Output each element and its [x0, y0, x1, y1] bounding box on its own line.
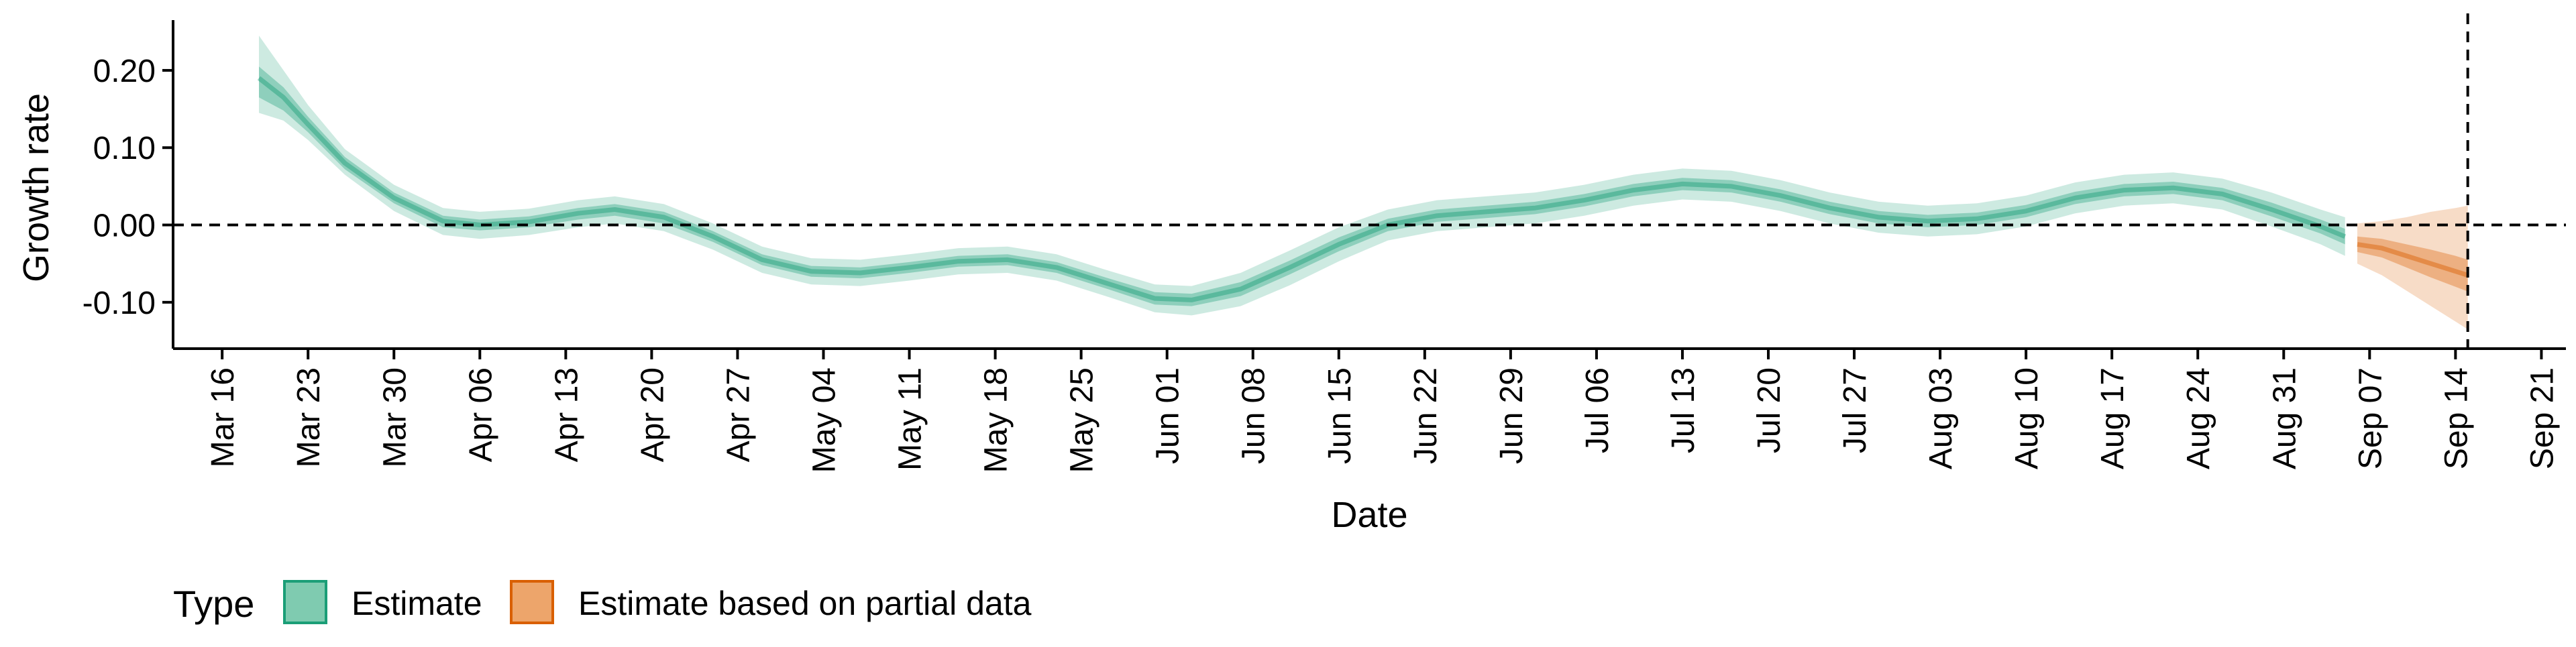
y-tick-label: 0.10 — [93, 131, 156, 166]
x-tick-label: Mar 16 — [205, 367, 241, 467]
x-tick-label: Jun 01 — [1150, 367, 1186, 464]
x-tick-label: Sep 21 — [2524, 367, 2560, 469]
x-tick-label: Mar 23 — [291, 367, 327, 467]
estimate-median-line — [257, 76, 2347, 302]
y-tick-label: 0.00 — [93, 209, 156, 244]
x-tick-label: Jun 08 — [1236, 367, 1272, 464]
reference-lines — [173, 13, 2566, 349]
x-tick-label: Jul 06 — [1580, 367, 1615, 453]
x-tick-label: Jun 29 — [1494, 367, 1529, 464]
x-tick-label: Jul 13 — [1666, 367, 1701, 453]
x-tick-label: Aug 17 — [2095, 367, 2131, 469]
x-tick-label: Sep 14 — [2438, 367, 2474, 469]
partial-band-50 — [2357, 236, 2468, 292]
x-tick-label: Apr 27 — [720, 367, 756, 462]
x-tick-label: Apr 20 — [635, 367, 670, 462]
y-tick-label: 0.20 — [93, 54, 156, 89]
x-tick-label: Apr 13 — [549, 367, 584, 462]
x-tick-label: May 18 — [979, 367, 1014, 473]
x-tick-label: Jun 15 — [1322, 367, 1358, 464]
y-axis-title: Growth rate — [16, 93, 56, 282]
median-lines — [257, 76, 2469, 302]
legend-key-1 — [283, 580, 327, 624]
x-tick-label: Jul 27 — [1837, 367, 1873, 453]
x-tick-label: Aug 10 — [2009, 367, 2045, 469]
axes: 0.20 0.10 0.00 -0.10 Mar 16 Mar 23 Mar 30 Apr 0… — [83, 20, 2566, 473]
x-tick-label: Jul 20 — [1752, 367, 1787, 453]
x-tick-label: Apr 06 — [463, 367, 498, 462]
x-tick-label: May 25 — [1065, 367, 1100, 473]
legend-key-2 — [510, 580, 554, 624]
x-tick-label: Jun 22 — [1408, 367, 1444, 464]
legend-label-2: Estimate based on partial data — [578, 585, 1032, 622]
x-tick-label: Mar 30 — [377, 367, 413, 467]
estimate-band-90 — [259, 36, 2345, 316]
legend: Type Estimate Estimate based on partial d… — [173, 580, 1032, 625]
x-tick-label: Sep 07 — [2353, 367, 2388, 469]
legend-title: Type — [173, 583, 254, 625]
partial-band-90 — [2357, 205, 2468, 330]
legend-label-1: Estimate — [352, 585, 482, 622]
x-tick-label: May 11 — [893, 367, 928, 471]
x-tick-label: Aug 24 — [2181, 367, 2216, 469]
y-tick-label: -0.10 — [83, 286, 156, 321]
x-axis-title: Date — [1331, 495, 1407, 535]
estimate-band-50 — [259, 66, 2345, 306]
x-tick-label: Aug 03 — [1923, 367, 1959, 469]
x-tick-label: May 04 — [807, 367, 843, 473]
x-tick-label: Aug 31 — [2267, 367, 2302, 469]
partial-median-line — [2357, 241, 2469, 278]
uncertainty-bands — [259, 36, 2468, 330]
